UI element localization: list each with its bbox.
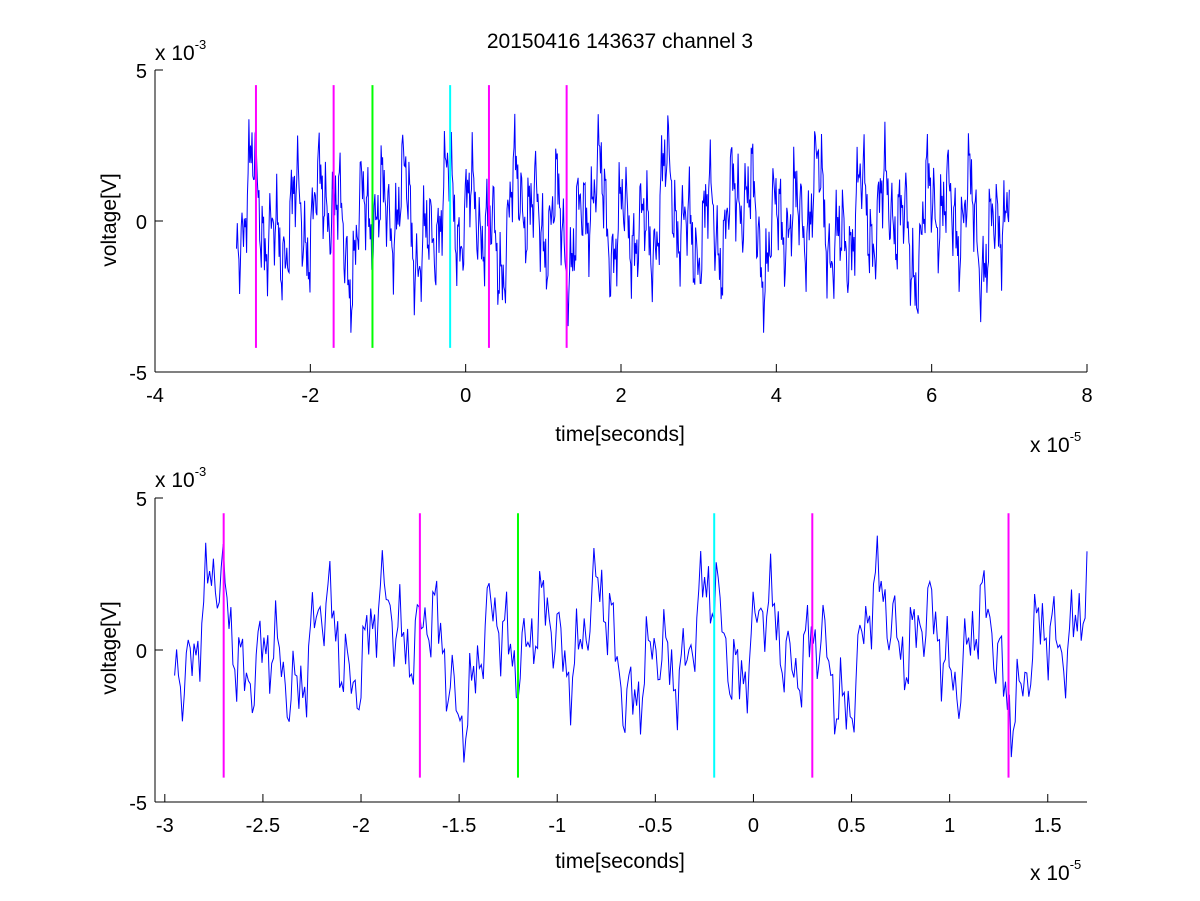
signal-trace bbox=[174, 535, 1088, 763]
x-tick-label: -2.5 bbox=[246, 815, 280, 837]
x-tick-label: 1 bbox=[944, 815, 955, 837]
x-tick-label: 8 bbox=[1081, 385, 1092, 407]
y-tick-label: 5 bbox=[136, 61, 147, 83]
chart-title: 20150416 143637 channel 3 bbox=[487, 30, 753, 53]
bottom-y-axis-label: voltage[V] bbox=[98, 601, 121, 694]
y-tick-label: -5 bbox=[129, 363, 147, 385]
top-y-exponent: x 10-3 bbox=[155, 37, 206, 65]
x-tick-label: 1.5 bbox=[1034, 815, 1062, 837]
top-axes: x 10-3 x 10-5 time[seconds] voltage[V] -… bbox=[98, 37, 1093, 457]
top-x-exponent-power: -5 bbox=[1070, 429, 1082, 444]
bottom-y-exponent-power: -3 bbox=[195, 464, 207, 479]
signal-trace bbox=[236, 113, 1010, 333]
bottom-x-exponent-power: -5 bbox=[1070, 857, 1082, 872]
x-tick-label: 2 bbox=[615, 385, 626, 407]
bottom-x-axis-label: time[seconds] bbox=[555, 850, 685, 873]
bottom-x-exponent-base: x 10 bbox=[1030, 862, 1070, 885]
x-tick-label: -3 bbox=[156, 815, 174, 837]
y-tick-label: -5 bbox=[129, 793, 147, 815]
top-x-exponent-base: x 10 bbox=[1030, 434, 1070, 457]
x-tick-label: -0.5 bbox=[638, 815, 672, 837]
x-tick-label: 0 bbox=[460, 385, 471, 407]
x-tick-label: 0 bbox=[748, 815, 759, 837]
y-tick-label: 0 bbox=[136, 641, 147, 663]
x-tick-label: -2 bbox=[352, 815, 370, 837]
x-tick-label: 0.5 bbox=[838, 815, 866, 837]
x-tick-label: 4 bbox=[771, 385, 782, 407]
bottom-y-exponent-base: x 10 bbox=[155, 469, 195, 492]
x-tick-label: -1.5 bbox=[442, 815, 476, 837]
y-tick-label: 0 bbox=[136, 212, 147, 234]
top-y-exponent-power: -3 bbox=[195, 37, 207, 52]
top-y-axis-label: voltage[V] bbox=[98, 173, 121, 266]
bottom-axes: x 10-3 x 10-5 time[seconds] voltage[V] -… bbox=[98, 464, 1088, 885]
x-tick-label: -4 bbox=[146, 385, 164, 407]
y-tick-label: 5 bbox=[136, 489, 147, 511]
top-x-axis-label: time[seconds] bbox=[555, 423, 685, 446]
x-tick-label: -1 bbox=[548, 815, 566, 837]
bottom-x-exponent: x 10-5 bbox=[1030, 857, 1081, 885]
top-x-exponent: x 10-5 bbox=[1030, 429, 1081, 457]
x-tick-label: 6 bbox=[926, 385, 937, 407]
x-tick-label: -2 bbox=[301, 385, 319, 407]
bottom-y-exponent: x 10-3 bbox=[155, 464, 206, 492]
top-y-exponent-base: x 10 bbox=[155, 42, 195, 65]
